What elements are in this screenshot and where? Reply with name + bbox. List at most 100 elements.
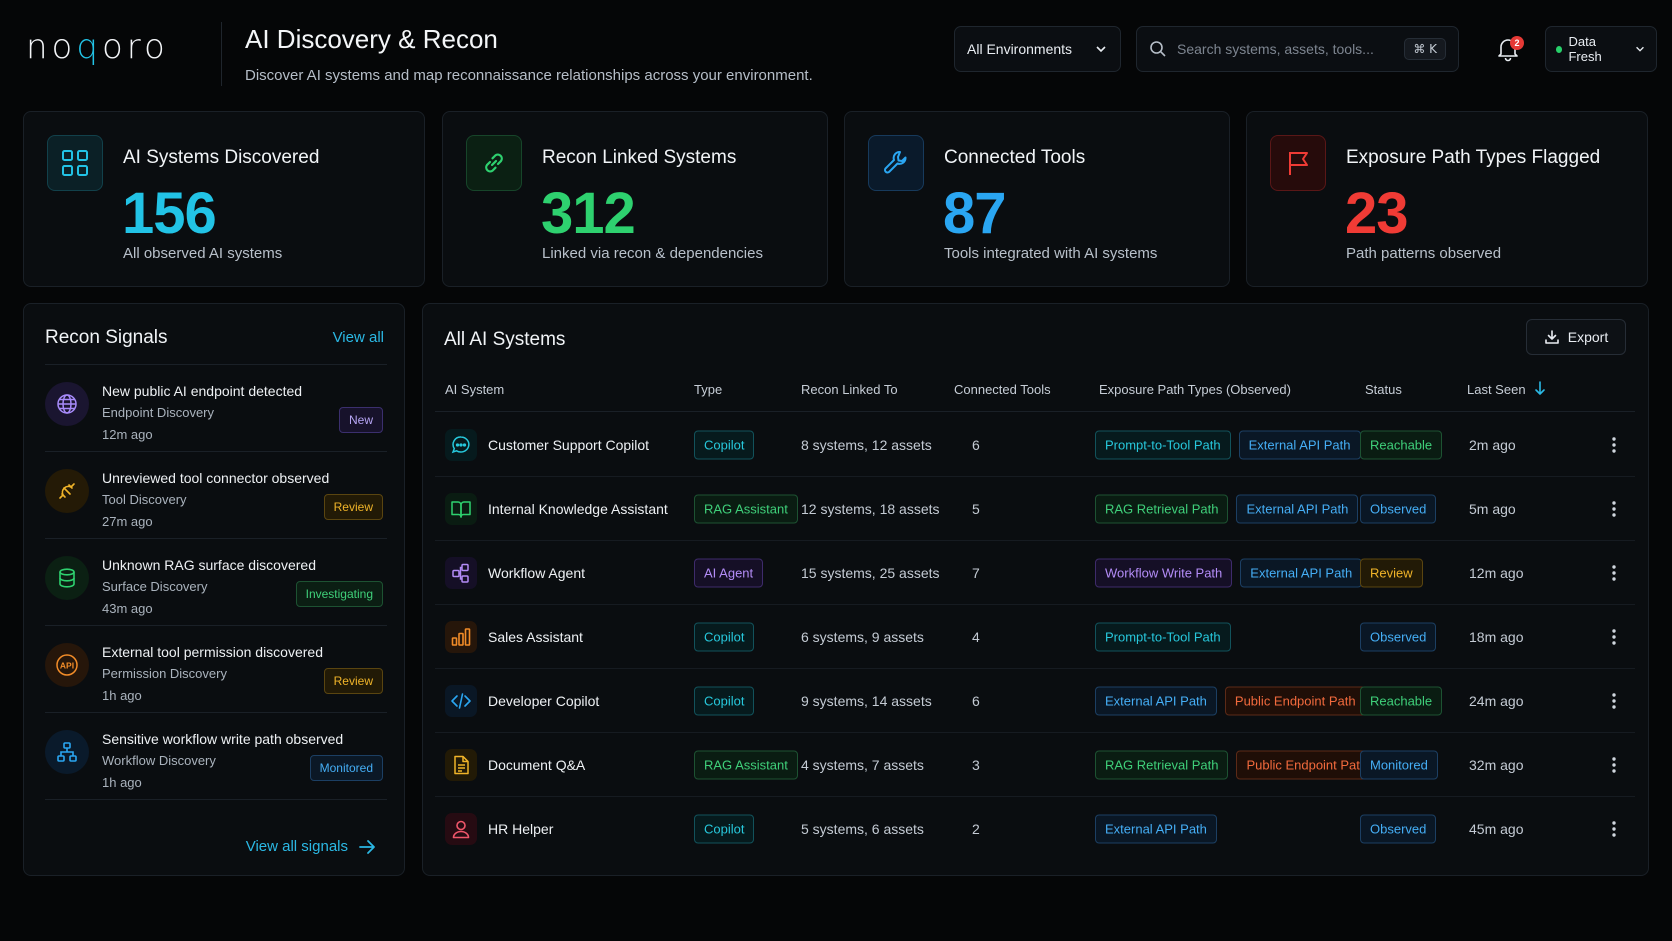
stat-description: All observed AI systems [123, 245, 283, 262]
page-header: no q oro AI Discovery & Recon Discover AI … [0, 0, 1672, 100]
column-header-exposure[interactable]: Exposure Path Types (Observed) [1099, 382, 1291, 397]
table-row[interactable]: HR Helper Copilot 5 systems, 6 assets 2 … [435, 797, 1635, 861]
column-header-type[interactable]: Type [694, 382, 723, 397]
table-row[interactable]: Sales Assistant Copilot 6 systems, 9 ass… [435, 605, 1635, 669]
last-seen: 2m ago [1469, 436, 1516, 453]
system-name[interactable]: HR Helper [488, 821, 554, 837]
column-header-tools[interactable]: Connected Tools [954, 382, 1051, 397]
signal-title: New public AI endpoint detected [102, 383, 303, 399]
logo[interactable]: no q oro [26, 27, 169, 67]
signal-age: 43m ago [102, 601, 153, 616]
exposure-path-badge: RAG Retrieval Path [1095, 494, 1229, 523]
search-input[interactable] [1177, 41, 1395, 57]
more-vertical-icon[interactable] [1611, 564, 1617, 582]
exposure-path-badge: Prompt-to-Tool Path [1095, 622, 1231, 651]
chevron-down-icon [1094, 42, 1108, 56]
stat-card-recon-linked[interactable]: Recon Linked Systems 312 Linked via reco… [442, 111, 828, 287]
view-all-signals-link[interactable]: View all signals [246, 838, 376, 855]
search-icon [1149, 40, 1167, 58]
data-status-label: Data Fresh [1568, 34, 1602, 64]
table-row[interactable]: Customer Support Copilot Copilot 8 syste… [435, 413, 1635, 477]
logo-text-end: oro [101, 27, 169, 67]
api-icon: API [45, 643, 89, 687]
type-badge: Copilot [694, 814, 755, 844]
column-header-linked[interactable]: Recon Linked To [801, 382, 898, 397]
stat-card-ai-systems[interactable]: AI Systems Discovered 156 All observed A… [23, 111, 425, 287]
chat-icon [445, 428, 477, 461]
system-name[interactable]: Developer Copilot [488, 692, 600, 709]
exposure-path-badge: Public Endpoint Path [1236, 750, 1378, 779]
exposure-path-badge: External API Path [1240, 558, 1363, 587]
column-header-last-seen[interactable]: Last Seen [1467, 382, 1526, 397]
bar-chart-icon [445, 620, 477, 653]
connected-tools-count: 7 [972, 564, 980, 581]
more-vertical-icon[interactable] [1611, 756, 1617, 774]
svg-text:API: API [60, 661, 74, 671]
status-badge: Review [323, 494, 383, 520]
stat-value: 156 [122, 181, 217, 246]
list-item[interactable]: Unreviewed tool connector observed Tool … [45, 451, 387, 538]
signal-category: Tool Discovery [102, 492, 187, 507]
more-vertical-icon[interactable] [1611, 820, 1617, 838]
system-name[interactable]: Workflow Agent [488, 564, 586, 581]
column-header-status[interactable]: Status [1365, 382, 1402, 397]
type-badge: Copilot [694, 430, 755, 459]
system-name[interactable]: Customer Support Copilot [488, 436, 650, 453]
more-vertical-icon[interactable] [1611, 692, 1617, 710]
grid-icon [47, 135, 103, 191]
signal-title: Sensitive workflow write path observed [102, 731, 344, 747]
status-badge: Reachable [1360, 430, 1443, 459]
list-item[interactable]: Unknown RAG surface discovered Surface D… [45, 538, 387, 625]
export-label: Export [1567, 329, 1609, 345]
list-item[interactable]: API External tool permission discovered … [45, 625, 387, 712]
more-vertical-icon[interactable] [1611, 436, 1617, 454]
view-all-link[interactable]: View all [332, 329, 384, 346]
header-divider [221, 22, 222, 86]
table-row[interactable]: Internal Knowledge Assistant RAG Assista… [435, 477, 1635, 541]
last-seen: 45m ago [1469, 821, 1524, 837]
table-row[interactable]: Document Q&A RAG Assistant 4 systems, 7 … [435, 733, 1635, 797]
system-name[interactable]: Sales Assistant [488, 628, 583, 645]
stat-card-exposure-paths[interactable]: Exposure Path Types Flagged 23 Path patt… [1246, 111, 1648, 287]
recon-linked: 12 systems, 18 assets [801, 500, 940, 517]
list-item[interactable]: Sensitive workflow write path observed W… [45, 712, 387, 799]
exposure-path-badge: Public Endpoint Path [1224, 686, 1366, 715]
stat-value: 312 [541, 181, 636, 246]
search-box[interactable]: ⌘ K [1136, 26, 1459, 72]
stat-description: Linked via recon & dependencies [542, 245, 763, 262]
connected-tools-count: 6 [972, 692, 980, 709]
export-button[interactable]: Export [1526, 319, 1626, 355]
globe-icon [45, 382, 89, 426]
status-badge: Review [1360, 558, 1423, 587]
arrow-down-sort-icon[interactable] [1533, 380, 1547, 396]
column-header-system[interactable]: AI System [445, 382, 505, 397]
environment-select[interactable]: All Environments [954, 26, 1121, 72]
type-badge: AI Agent [694, 558, 764, 587]
status-badge: Monitored [1360, 750, 1438, 779]
data-status-dropdown[interactable]: Data Fresh [1545, 26, 1657, 72]
list-divider [45, 799, 387, 800]
system-name[interactable]: Document Q&A [488, 756, 586, 773]
more-vertical-icon[interactable] [1611, 500, 1617, 518]
workflow-icon [445, 556, 477, 589]
signal-title: External tool permission discovered [102, 644, 323, 660]
type-badge: RAG Assistant [694, 494, 798, 523]
signal-age: 1h ago [102, 775, 142, 790]
table-row[interactable]: Developer Copilot Copilot 9 systems, 14 … [435, 669, 1635, 733]
document-icon [445, 748, 477, 781]
signal-title: Unknown RAG surface discovered [102, 557, 316, 573]
system-name[interactable]: Internal Knowledge Assistant [488, 500, 668, 517]
connected-tools-count: 4 [972, 628, 980, 645]
status-dot-icon [1556, 45, 1563, 53]
logo-text-start: no [26, 27, 77, 67]
stat-card-connected-tools[interactable]: Connected Tools 87 Tools integrated with… [844, 111, 1230, 287]
more-vertical-icon[interactable] [1611, 628, 1617, 646]
recon-linked: 6 systems, 9 assets [801, 628, 924, 645]
signal-age: 1h ago [102, 688, 142, 703]
table-row[interactable]: Workflow Agent AI Agent 15 systems, 25 a… [435, 541, 1635, 605]
list-item[interactable]: New public AI endpoint detected Endpoint… [45, 364, 387, 451]
recon-signals-panel: Recon Signals View all New public AI end… [23, 303, 405, 876]
notification-count-badge: 2 [1510, 36, 1524, 50]
book-open-icon [445, 492, 477, 525]
environment-select-value: All Environments [967, 41, 1073, 57]
